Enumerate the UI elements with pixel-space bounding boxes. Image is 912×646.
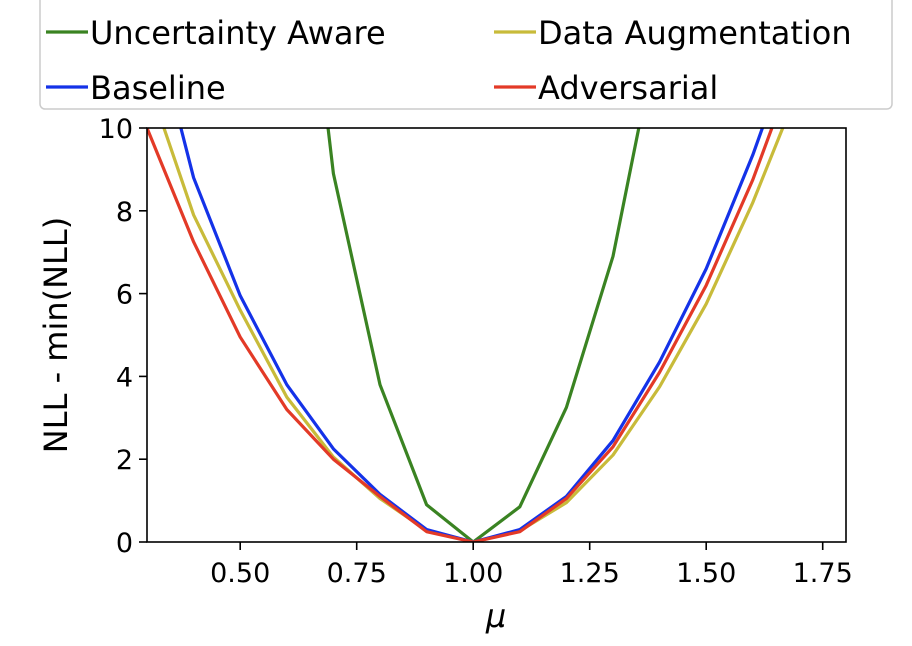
- series-line-baseline: [179, 128, 765, 542]
- y-tick-label: 0: [116, 528, 133, 559]
- legend-frame: [39, 0, 893, 110]
- series-line-adversarial: [147, 128, 774, 542]
- x-tick-label: 0.50: [210, 558, 270, 589]
- x-tick-label: 0.75: [327, 558, 387, 589]
- x-tick-label: 1.50: [676, 558, 736, 589]
- series-line-data-augmentation: [162, 128, 785, 542]
- x-tick-label: 1.25: [560, 558, 620, 589]
- plot-area: [146, 127, 847, 543]
- y-tick-label: 10: [99, 114, 133, 145]
- legend-label-uncertainty-aware: Uncertainty Aware: [90, 14, 386, 52]
- x-axis-title: μ: [485, 597, 506, 635]
- legend-label-data-augmentation: Data Augmentation: [538, 14, 852, 52]
- legend: Uncertainty Aware Data Augmentation Baseli…: [39, 0, 893, 110]
- series-line-uncertainty-aware: [326, 128, 641, 542]
- y-tick-label: 6: [116, 280, 133, 311]
- x-axis: 0.50 0.75 1.00 1.25 1.50 1.75: [210, 542, 853, 589]
- x-tick-label: 1.00: [443, 558, 503, 589]
- legend-label-adversarial: Adversarial: [538, 69, 718, 107]
- y-axis-title: NLL - min(NLL): [37, 217, 75, 453]
- y-tick-label: 2: [116, 445, 133, 476]
- axes-frame: [146, 127, 847, 543]
- legend-label-baseline: Baseline: [90, 69, 226, 107]
- y-axis: 0 2 4 6 8 10: [99, 114, 147, 559]
- x-tick-label: 1.75: [793, 558, 853, 589]
- y-tick-label: 8: [116, 197, 133, 228]
- y-tick-label: 4: [116, 362, 133, 393]
